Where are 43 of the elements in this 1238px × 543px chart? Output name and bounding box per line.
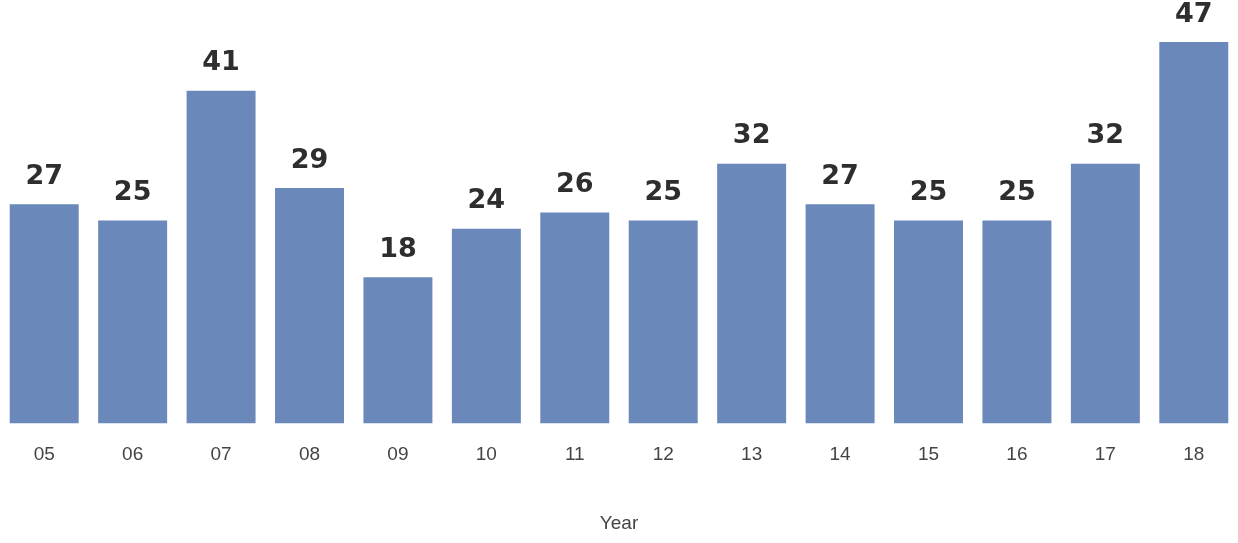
bar: [451, 228, 521, 424]
data-label: 24: [467, 183, 506, 215]
x-tick-label: 08: [298, 443, 321, 465]
data-label: 47: [1175, 0, 1213, 28]
bar: [9, 204, 79, 424]
bar: [805, 204, 875, 424]
x-tick-label: 09: [387, 443, 409, 465]
data-label: 25: [998, 175, 1036, 207]
bar: [894, 220, 963, 424]
x-tick-label: 10: [475, 443, 497, 465]
data-label: 26: [556, 166, 594, 198]
bar: [186, 90, 256, 424]
x-tick-label: 15: [917, 443, 940, 465]
bar: [275, 188, 344, 424]
x-tick-label: 11: [564, 443, 585, 465]
data-label: 25: [909, 175, 948, 207]
data-label: 27: [821, 158, 859, 190]
x-tick-label: 16: [1006, 443, 1028, 465]
bar: [1070, 163, 1140, 424]
x-tick-label: 13: [741, 443, 763, 465]
data-label: 41: [202, 45, 240, 77]
data-label: 29: [290, 142, 329, 174]
bar: [717, 163, 787, 424]
data-label: 25: [113, 175, 152, 207]
x-tick-label: 18: [1183, 443, 1205, 465]
x-tick-label: 14: [829, 443, 852, 465]
bar: [1159, 42, 1229, 424]
data-label: 18: [379, 231, 417, 263]
bar: [982, 220, 1052, 424]
bar: [98, 220, 168, 424]
bar: [628, 220, 698, 424]
bar: [363, 277, 433, 424]
x-tick-label: 12: [652, 443, 674, 465]
data-label: 25: [644, 175, 682, 207]
bar: [540, 212, 610, 424]
x-tick-label: 05: [33, 443, 55, 465]
data-label: 32: [732, 118, 771, 150]
x-tick-label: 06: [122, 443, 144, 465]
data-label: 27: [25, 158, 63, 190]
x-axis-title: Year: [599, 511, 639, 533]
x-tick-label: 07: [210, 443, 232, 465]
data-label: 32: [1086, 118, 1125, 150]
x-tick-label: 17: [1094, 443, 1116, 465]
